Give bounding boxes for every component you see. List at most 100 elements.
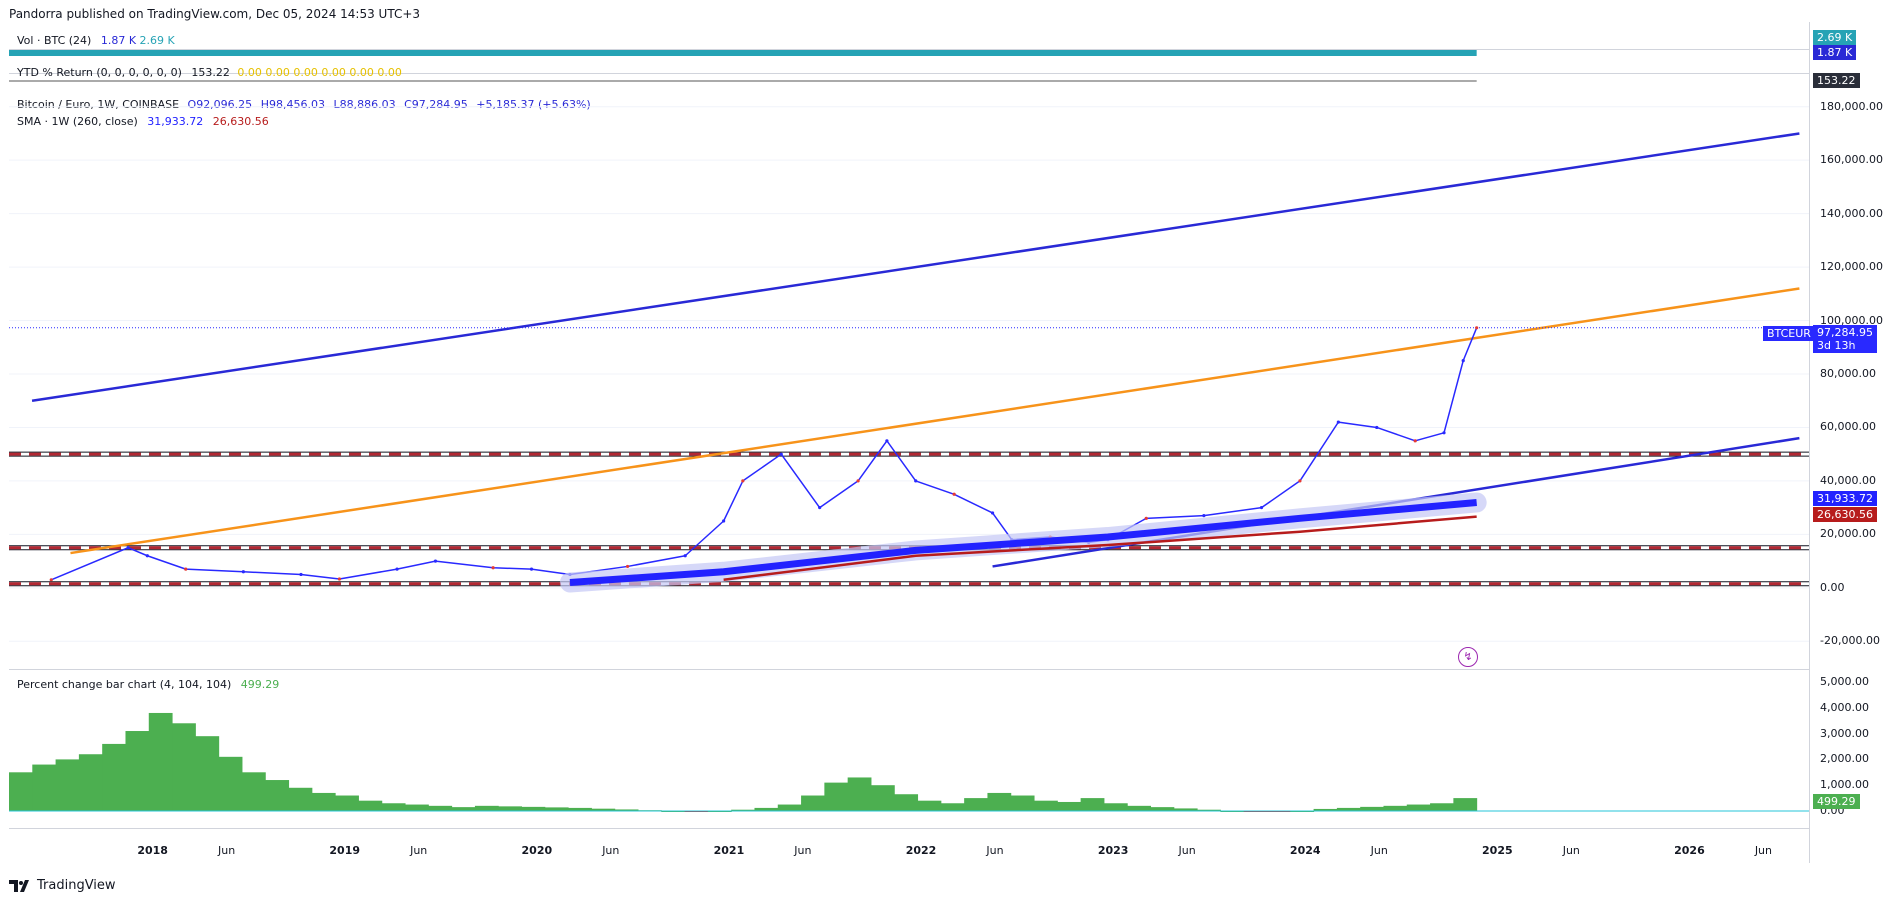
ytd-pane-separator <box>9 73 1809 74</box>
price-point <box>914 479 918 483</box>
pct-bar <box>940 803 965 811</box>
pct-bar <box>917 800 942 811</box>
pct-bar <box>428 805 453 811</box>
x-tick-label: 2025 <box>1482 844 1513 857</box>
price-point <box>1298 479 1302 483</box>
price-tag: BTCEUR <box>1763 326 1815 341</box>
price-point <box>1375 425 1379 430</box>
pct-bar <box>55 759 80 811</box>
series-sma-260 <box>569 498 1477 586</box>
x-tick-label: Jun <box>1370 844 1388 857</box>
pct-tick-label: 2,000.00 <box>1820 752 1869 766</box>
price-point <box>491 566 495 570</box>
pct-bar <box>1266 811 1291 812</box>
x-tick-label: Jun <box>1178 844 1196 857</box>
pct-bar <box>148 712 173 811</box>
brand-text: TradingView <box>37 878 116 893</box>
sma-tag-1: 31,933.72 <box>1813 491 1877 506</box>
pct-bar <box>731 809 755 811</box>
pct-bar <box>265 780 290 811</box>
price-axis-separator <box>1809 22 1810 863</box>
x-tick-label: Jun <box>1754 844 1772 857</box>
pct-tick-label: 1,000.00 <box>1820 778 1869 792</box>
pct-bar <box>1360 806 1384 811</box>
price-point <box>1461 359 1465 363</box>
pct-pane-separator <box>9 828 1809 829</box>
pct-bar <box>847 777 872 811</box>
y-tick-label: 160,000.00 <box>1820 153 1883 167</box>
price-point <box>952 492 956 496</box>
x-tick-label: 2018 <box>137 844 168 857</box>
pct-bar <box>894 794 919 811</box>
pct-bar <box>405 804 429 811</box>
price-point <box>818 506 822 510</box>
pct-bar <box>1034 800 1058 811</box>
y-tick-label: 80,000.00 <box>1820 367 1876 380</box>
lightning-icon[interactable]: ↯ <box>1458 647 1478 667</box>
tradingview-logo-icon <box>9 879 29 892</box>
vol-tag-1: 2.69 K <box>1813 30 1857 45</box>
pct-bar <box>1406 804 1431 811</box>
pct-bar <box>1313 808 1338 811</box>
price-point <box>1336 420 1340 424</box>
price-point <box>990 511 995 515</box>
x-tick-label: Jun <box>410 844 428 857</box>
ohlc-low: L88,886.03 <box>333 98 396 111</box>
pct-tick-label: 5,000.00 <box>1820 675 1869 688</box>
price-point <box>779 452 783 456</box>
price-point <box>1475 326 1479 330</box>
pct-bar <box>824 782 849 811</box>
price-point <box>1144 516 1148 520</box>
price-point <box>395 567 399 571</box>
price-tag-value-box: 97,284.95 3d 13h <box>1813 325 1877 353</box>
ohlc-close: C97,284.95 <box>404 98 468 111</box>
pct-bar <box>498 806 523 811</box>
ohlc-change: +5,185.37 (+5.63%) <box>476 98 591 111</box>
price-point <box>625 564 630 569</box>
sma-value-2: 26,630.56 <box>212 115 269 128</box>
price-tag-countdown: 3d 13h <box>1817 339 1856 352</box>
pct-bar <box>125 731 150 811</box>
pct-bar <box>987 792 1012 811</box>
pct-tick-label: 3,000.00 <box>1820 726 1869 740</box>
orange-trend-line <box>70 287 1800 555</box>
pct-bar <box>381 803 406 811</box>
pct-bar <box>474 805 499 811</box>
pct-bar <box>9 772 33 811</box>
price-point <box>1202 514 1206 518</box>
price-point <box>433 559 438 563</box>
pct-bar <box>1080 798 1105 811</box>
pct-bar <box>661 811 686 812</box>
price-point <box>1010 538 1014 542</box>
pct-bar <box>311 792 336 811</box>
pct-bar <box>195 736 220 811</box>
vol-legend: Vol · BTC (24) 1.87 K 2.69 K <box>17 34 175 47</box>
pct-bar <box>1430 803 1454 811</box>
price-tag-symbol: BTCEUR <box>1767 327 1811 340</box>
y-tick-label: 140,000.00 <box>1820 206 1883 220</box>
blue-trend-line <box>992 436 1800 568</box>
ytd-legend: YTD % Return (0, 0, 0, 0, 0, 0) 153.22 0… <box>17 66 402 79</box>
x-tick-label: 2022 <box>905 844 937 857</box>
price-point <box>49 578 53 582</box>
sma-legend: SMA · 1W (260, close) 31,933.72 26,630.5… <box>17 115 269 128</box>
y-tick-label: 180,000.00 <box>1820 99 1883 113</box>
pct-bar <box>544 807 569 811</box>
x-tick-label: 2023 <box>1097 844 1129 857</box>
pct-bar <box>684 811 709 812</box>
sma-tag-2: 26,630.56 <box>1813 507 1877 522</box>
price-point <box>529 567 534 571</box>
price-point <box>1259 506 1264 510</box>
ohlc-high: H98,456.03 <box>260 98 325 111</box>
pct-bar <box>591 808 616 811</box>
ytd-zeros: 0.00 0.00 0.00 0.00 0.00 0.00 <box>237 66 402 79</box>
y-tick-label: 100,000.00 <box>1820 313 1883 327</box>
pct-bar <box>1453 798 1478 811</box>
pct-tag: 499.29 <box>1813 794 1860 809</box>
pct-bar <box>614 809 639 811</box>
pct-value: 499.29 <box>240 678 280 691</box>
pct-bar <box>1336 807 1361 811</box>
price-point <box>722 519 726 523</box>
pct-bar <box>754 807 779 811</box>
